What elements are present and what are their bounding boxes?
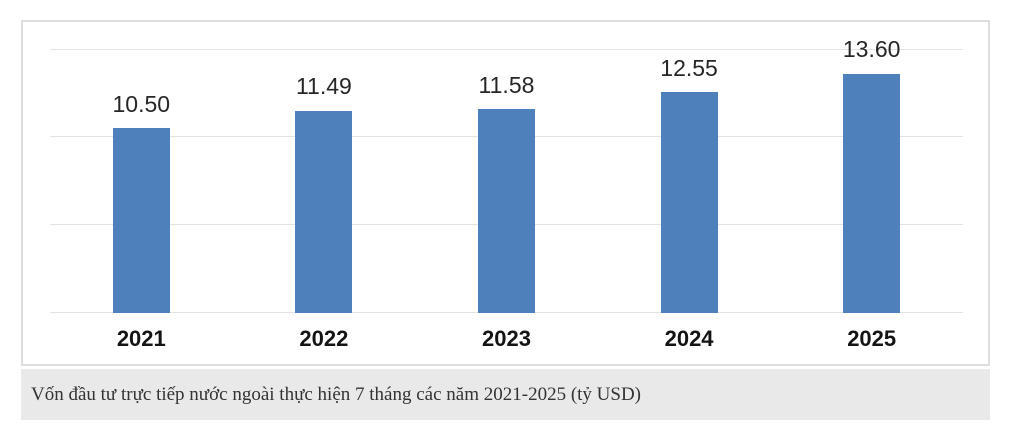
bar <box>843 73 901 313</box>
x-axis-label-2022: 2022 <box>299 326 349 351</box>
bar-group-2023: 11.58 <box>415 0 598 313</box>
fdi-bar-chart-figure: 10.50 11.49 11.58 12.55 13.60 2021 2022 2023 20… <box>21 20 990 420</box>
bar-value-label: 11.49 <box>295 73 352 100</box>
bar <box>477 109 535 313</box>
x-axis-label-2024: 2024 <box>664 326 714 351</box>
bars-row: 10.50 11.49 11.58 12.55 13.60 <box>50 0 963 313</box>
grid-line <box>50 49 963 50</box>
bar-value-label: 11.58 <box>478 71 535 98</box>
chart-canvas: 10.50 11.49 11.58 12.55 13.60 2021 2022 2023 20… <box>21 20 990 366</box>
bar-value-label: 12.55 <box>660 54 718 81</box>
bar-group-2025: 13.60 <box>780 0 963 313</box>
chart-caption-bar: Vốn đầu tư trực tiếp nước ngoài thực hiệ… <box>21 369 990 420</box>
x-axis-label-2023: 2023 <box>482 326 531 351</box>
bar <box>660 92 718 313</box>
bar <box>112 128 170 313</box>
bar-group-2021: 10.50 <box>50 0 233 313</box>
bar-value-label: 13.60 <box>842 36 901 63</box>
x-axis-labels: 2021 2022 2023 2024 2025 <box>50 326 963 352</box>
bar <box>295 110 353 313</box>
plot-area: 10.50 11.49 11.58 12.55 13.60 <box>50 36 963 313</box>
bar-value-label: 10.50 <box>112 90 171 117</box>
chart-caption-text: Vốn đầu tư trực tiếp nước ngoài thực hiệ… <box>31 383 642 405</box>
bar-group-2024: 12.55 <box>598 0 781 313</box>
x-axis-label-2021: 2021 <box>116 326 166 351</box>
bar-group-2022: 11.49 <box>233 0 416 313</box>
x-axis-label-2025: 2025 <box>847 326 897 351</box>
